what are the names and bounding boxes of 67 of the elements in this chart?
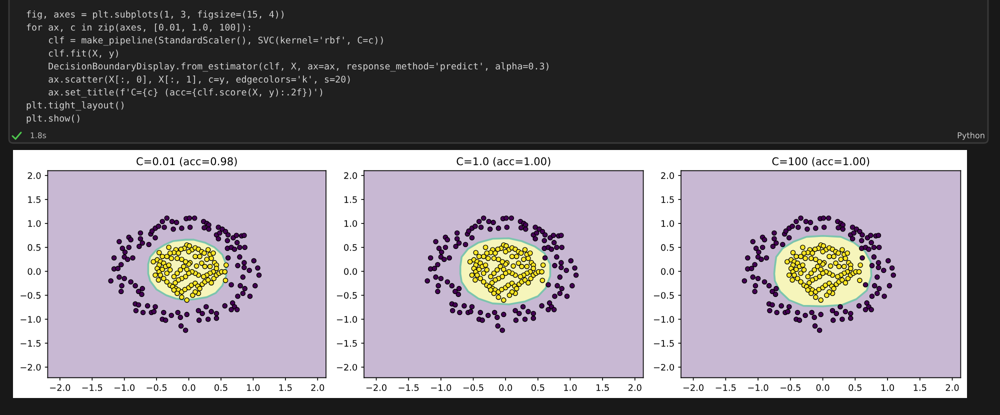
y-tick-label: 2.0 [344,172,358,179]
y-tick-label: −1.0 [20,316,41,323]
y-tick-label: 1.5 [344,196,357,203]
text: for ax, c in zip(axes, [0.01, 1.0, 100]): [26,24,250,32]
text: DecisionBoundaryDisplay.from_estimator(clf, X, ax=ax, response_method='predict', alpha=0.3) [48,62,548,72]
y-tick-label: 0.5 [661,244,674,251]
x-tick-label: −0.5 [463,384,484,391]
x-tick-label: 0.0 [182,384,196,391]
y-tick-label: 0.0 [344,268,358,275]
text: clf = make_pipeline(StandardScaler(), SVC(kernel='rbf', C=c)) [48,36,383,46]
y-tick-label: 0.0 [661,268,674,275]
text: plt.show() [26,114,80,124]
x-tick-label: 1.5 [279,384,292,391]
y-tick-label: 1.5 [661,196,674,203]
x-tick-label: 1.5 [596,384,609,391]
text: Python [958,132,984,140]
x-tick-label: 0.5 [531,384,544,391]
chart-title: C=100 (acc=1.00) [772,157,870,167]
x-tick-label: 2.0 [628,384,642,391]
x-tick-label: 0.5 [848,384,862,391]
x-tick-label: 1.0 [564,384,577,391]
x-tick-label: −2.0 [366,384,386,391]
text: ax.scatter(X[:, 0], X[:, 1], c=y, edgecolors='k', s=20) [48,76,350,84]
x-tick-label: −1.5 [398,384,419,391]
y-tick-label: −1.0 [654,316,674,323]
y-tick-label: −1.0 [336,316,358,323]
y-tick-label: −1.5 [20,340,41,347]
x-tick-label: 0.5 [214,384,228,391]
chart-title: C=1.0 (acc=1.00) [456,157,550,167]
x-tick-label: −1.5 [82,384,102,391]
x-tick-label: 2.0 [311,384,324,391]
y-tick-label: −2.0 [654,364,674,371]
y-tick-label: −1.5 [336,340,357,347]
chart-title: C=0.01 (acc=0.98) [136,157,237,167]
x-tick-label: −1.0 [431,384,452,391]
text: clf.fit(X, y) [48,50,118,58]
x-tick-label: 0.0 [499,384,512,391]
x-tick-label: −0.5 [146,384,167,391]
x-tick-label: 1.0 [881,384,894,391]
y-tick-label: 1.0 [28,220,41,227]
y-tick-label: −1.5 [654,340,674,347]
x-tick-label: 1.0 [247,384,260,391]
y-tick-label: 1.0 [661,220,674,227]
y-tick-label: 0.0 [28,268,41,275]
x-tick-label: 2.0 [946,384,959,391]
y-tick-label: −2.0 [336,364,358,371]
y-tick-label: −0.5 [20,292,41,299]
y-tick-label: −0.5 [336,292,357,299]
x-tick-label: −2.0 [50,384,70,391]
text: fig, axes = plt.subplots(1, 3, figsize=(15, 4)) [26,10,284,20]
y-tick-label: 0.5 [28,244,41,251]
y-tick-label: −2.0 [20,364,41,371]
y-tick-label: 1.5 [28,196,41,203]
y-tick-label: 1.0 [344,220,358,227]
x-tick-label: −1.0 [748,384,768,391]
text: plt.tight_layout() [26,101,124,111]
x-tick-label: 1.5 [914,384,926,391]
y-tick-label: 2.0 [28,172,41,179]
x-tick-label: −1.5 [716,384,736,391]
y-tick-label: 2.0 [661,172,674,179]
x-tick-label: −1.0 [114,384,135,391]
x-tick-label: −2.0 [683,384,704,391]
x-tick-label: −0.5 [780,384,800,391]
y-tick-label: −0.5 [654,292,674,299]
text: ax.set_title(f'C={c} (acc={clf.score(X, y):.2f})') [48,88,322,98]
y-tick-label: 0.5 [344,244,357,251]
x-tick-label: 0.0 [816,384,830,391]
